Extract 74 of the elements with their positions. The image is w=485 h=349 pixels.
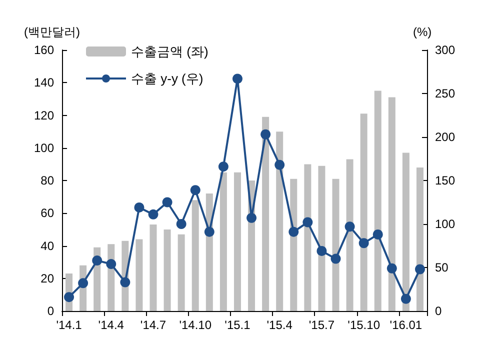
point xyxy=(232,74,242,84)
point xyxy=(358,238,369,248)
y-tick-label: 120 xyxy=(34,108,54,122)
y2-tick-label: 200 xyxy=(435,130,456,144)
y-tick-label: 0 xyxy=(47,304,54,318)
y2-tick-label: 300 xyxy=(435,43,456,57)
x-tick-label: '15.10 xyxy=(348,318,380,332)
bar xyxy=(318,166,326,311)
y2-tick-label: 250 xyxy=(435,86,456,100)
point xyxy=(204,226,214,237)
point xyxy=(344,222,355,232)
x-tick-label: '14.10 xyxy=(179,318,212,332)
y2-axis-title: (%) xyxy=(413,25,432,39)
point xyxy=(414,264,425,274)
point xyxy=(78,278,88,288)
bar xyxy=(276,132,284,311)
bar xyxy=(332,178,340,311)
point xyxy=(120,277,130,288)
bar xyxy=(290,178,298,311)
point xyxy=(92,256,102,266)
point xyxy=(330,254,341,264)
bar xyxy=(234,172,241,311)
bar xyxy=(304,164,312,311)
bar xyxy=(416,167,424,311)
bar xyxy=(374,90,382,311)
point xyxy=(260,129,271,140)
point xyxy=(218,162,228,172)
x-tick-label: '15.1 xyxy=(224,318,251,332)
point xyxy=(148,209,158,220)
y2-tick-label: 0 xyxy=(435,304,442,318)
y-tick-label: 60 xyxy=(40,206,54,220)
bar xyxy=(262,116,270,311)
x-tick-label: '15.7 xyxy=(308,318,335,332)
y2-tick-label: 100 xyxy=(435,217,456,231)
y-tick-label: 80 xyxy=(40,174,54,188)
bar xyxy=(346,159,354,311)
point xyxy=(274,160,285,170)
bar xyxy=(150,224,157,311)
y-axis-title: (백만달러) xyxy=(24,25,80,39)
bar xyxy=(220,172,227,311)
point xyxy=(134,202,144,212)
y-tick-label: 40 xyxy=(40,238,54,253)
bar xyxy=(360,114,368,311)
y-tick-label: 140 xyxy=(34,76,54,90)
bar xyxy=(192,200,199,311)
y-tick-label: 100 xyxy=(34,140,54,155)
point xyxy=(64,292,74,302)
x-tick-label: '14.1 xyxy=(56,318,82,332)
bar xyxy=(388,97,396,311)
point xyxy=(302,217,313,228)
x-tick-label: '14.7 xyxy=(140,318,166,332)
y-tick-label: 160 xyxy=(34,43,54,57)
x-tick-label: '16.01 xyxy=(390,318,422,332)
point xyxy=(316,246,327,256)
legend-label: 수출 y-y (우) xyxy=(131,71,204,86)
y2-tick-label: 50 xyxy=(435,260,449,274)
point xyxy=(288,226,299,237)
point xyxy=(162,197,172,208)
point xyxy=(190,185,200,196)
y-tick-label: 20 xyxy=(40,271,54,286)
bar xyxy=(164,229,171,311)
bar xyxy=(178,234,185,311)
point xyxy=(246,212,257,223)
bar xyxy=(136,239,143,311)
point xyxy=(400,294,411,304)
point xyxy=(176,219,186,229)
x-tick-label: '15.4 xyxy=(266,318,293,332)
point xyxy=(106,259,116,270)
x-tick-label: '14.4 xyxy=(98,318,124,332)
y2-tick-label: 150 xyxy=(435,174,456,188)
point xyxy=(372,229,383,240)
bar xyxy=(402,152,410,311)
legend-label: 수출금액 (좌) xyxy=(131,44,208,59)
point xyxy=(386,263,397,274)
